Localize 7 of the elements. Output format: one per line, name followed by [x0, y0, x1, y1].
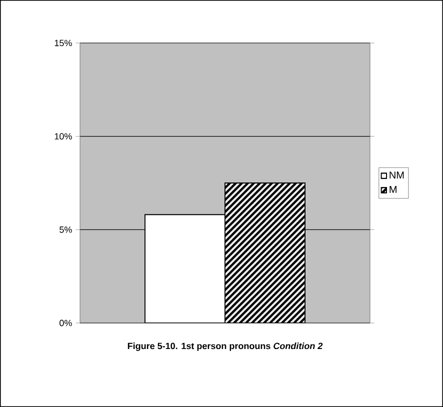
- legend-label: M: [390, 186, 396, 193]
- y-tick-label: 10%: [54, 133, 72, 140]
- legend-label: NM: [390, 172, 404, 178]
- y-tick-label: 0%: [60, 320, 72, 326]
- text: Figure 5-10. 1st person pronouns Condition 2: [128, 342, 323, 351]
- y-tick-label: 5%: [60, 226, 72, 233]
- y-tick-label: 15%: [54, 40, 72, 46]
